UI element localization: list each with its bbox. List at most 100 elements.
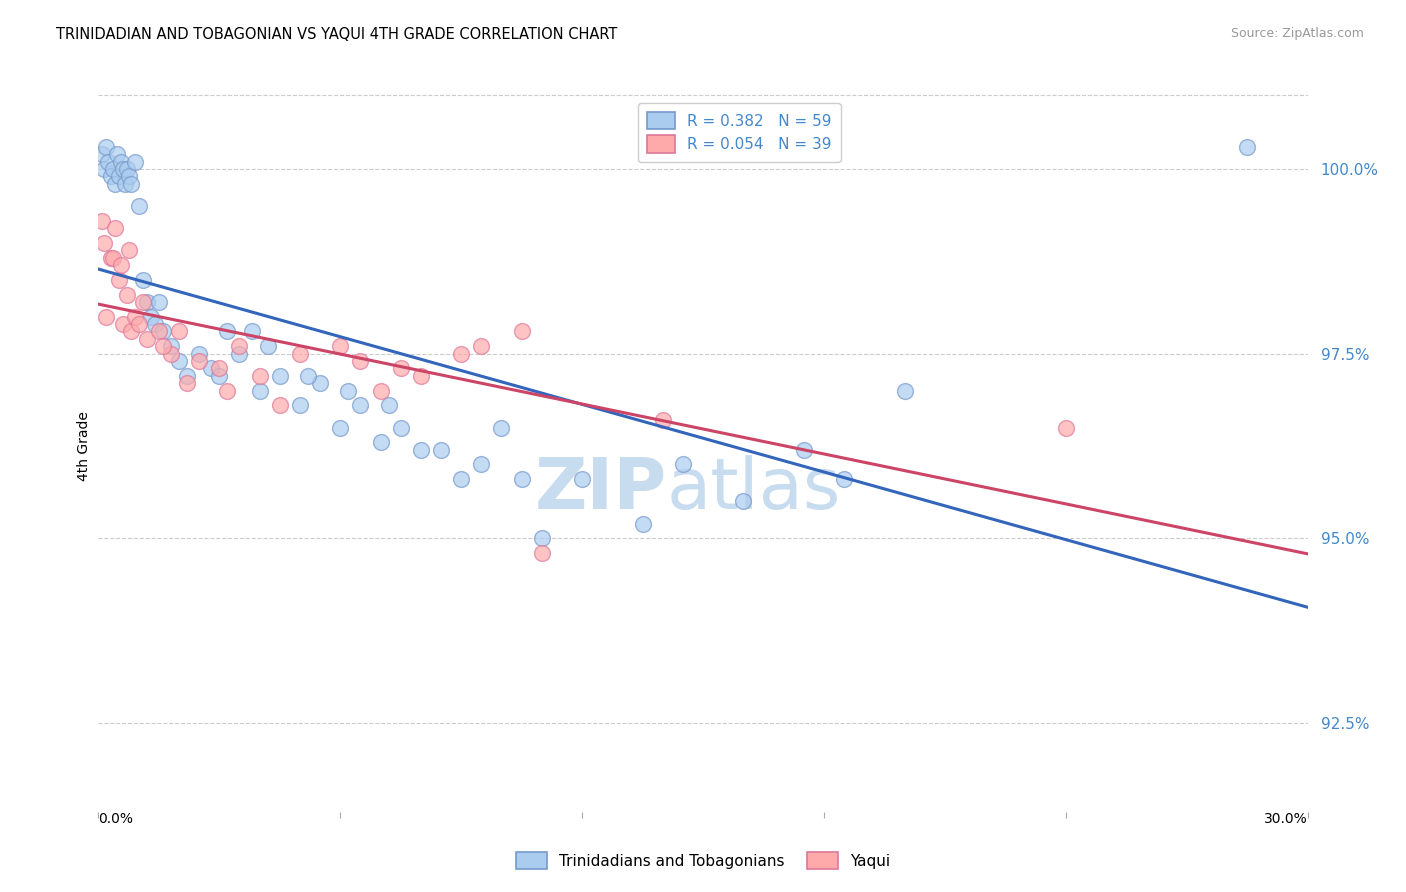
Point [631, 516, 654, 531]
Point [430, 442, 453, 457]
Point [470, 339, 492, 353]
Point [143, 317, 166, 331]
Point [101, 161, 124, 176]
Point [115, 161, 138, 176]
Point [228, 339, 250, 353]
Point [240, 325, 263, 339]
Text: Source: ZipAtlas.com: Source: ZipAtlas.com [1230, 27, 1364, 40]
Point [377, 398, 399, 412]
Point [96, 140, 118, 154]
Point [208, 361, 231, 376]
Point [139, 310, 162, 324]
Point [135, 294, 157, 309]
Point [450, 472, 472, 486]
Point [329, 420, 352, 434]
Point [217, 325, 239, 339]
Text: TRINIDADIAN AND TOBAGONIAN VS YAQUI 4TH GRADE CORRELATION CHART: TRINIDADIAN AND TOBAGONIAN VS YAQUI 4TH … [56, 27, 617, 42]
Point [188, 346, 211, 360]
Point [100, 251, 122, 265]
Point [249, 384, 271, 398]
Point [450, 346, 472, 360]
Point [409, 368, 432, 383]
Point [103, 177, 125, 191]
Point [269, 398, 291, 412]
Point [93, 235, 115, 250]
Point [115, 287, 138, 301]
Point [672, 458, 695, 472]
Point [530, 532, 553, 546]
Point [91, 147, 114, 161]
Point [107, 273, 129, 287]
Point [148, 325, 170, 339]
Point [100, 169, 122, 184]
Point [256, 339, 278, 353]
Point [107, 169, 129, 184]
Point [103, 221, 125, 235]
Point [132, 294, 155, 309]
Point [148, 294, 170, 309]
Point [228, 346, 250, 360]
Point [111, 161, 134, 176]
Point [249, 368, 271, 383]
Y-axis label: 4th Grade: 4th Grade [77, 411, 91, 481]
Point [120, 177, 142, 191]
Point [370, 384, 392, 398]
Point [470, 458, 492, 472]
Point [530, 546, 553, 560]
Point [160, 339, 183, 353]
Point [208, 368, 231, 383]
Point [329, 339, 352, 353]
Text: 0.0%: 0.0% [98, 812, 134, 826]
Point [96, 310, 118, 324]
Point [110, 154, 132, 169]
Point [510, 472, 533, 486]
Point [370, 435, 392, 450]
Point [101, 251, 124, 265]
Point [793, 442, 815, 457]
Point [118, 169, 141, 184]
Point [176, 368, 198, 383]
Text: atlas: atlas [666, 456, 841, 524]
Point [124, 154, 146, 169]
Legend: R = 0.382   N = 59, R = 0.054   N = 39: R = 0.382 N = 59, R = 0.054 N = 39 [638, 103, 841, 162]
Point [97, 154, 120, 169]
Point [167, 325, 190, 339]
Point [571, 472, 593, 486]
Point [110, 258, 132, 272]
Point [188, 354, 211, 368]
Point [217, 384, 239, 398]
Point [893, 384, 915, 398]
Point [491, 420, 513, 434]
Point [288, 346, 311, 360]
Point [128, 199, 150, 213]
Point [651, 413, 673, 427]
Point [349, 398, 371, 412]
Point [409, 442, 432, 457]
Point [111, 317, 134, 331]
Point [91, 213, 114, 227]
Text: 30.0%: 30.0% [1264, 812, 1308, 826]
Point [128, 317, 150, 331]
Point [510, 325, 533, 339]
Point [105, 147, 128, 161]
Text: ZIP: ZIP [534, 456, 666, 524]
Legend: Trinidadians and Tobagonians, Yaqui: Trinidadians and Tobagonians, Yaqui [510, 846, 896, 875]
Point [1054, 420, 1077, 434]
Point [309, 376, 332, 391]
Point [124, 310, 146, 324]
Point [288, 398, 311, 412]
Point [389, 361, 412, 376]
Point [337, 384, 360, 398]
Point [152, 325, 174, 339]
Point [160, 346, 183, 360]
Point [733, 494, 755, 508]
Point [269, 368, 291, 383]
Point [167, 354, 190, 368]
Point [132, 273, 155, 287]
Point [152, 339, 174, 353]
Point [297, 368, 319, 383]
Point [1236, 140, 1258, 154]
Point [389, 420, 412, 434]
Point [176, 376, 198, 391]
Point [114, 177, 136, 191]
